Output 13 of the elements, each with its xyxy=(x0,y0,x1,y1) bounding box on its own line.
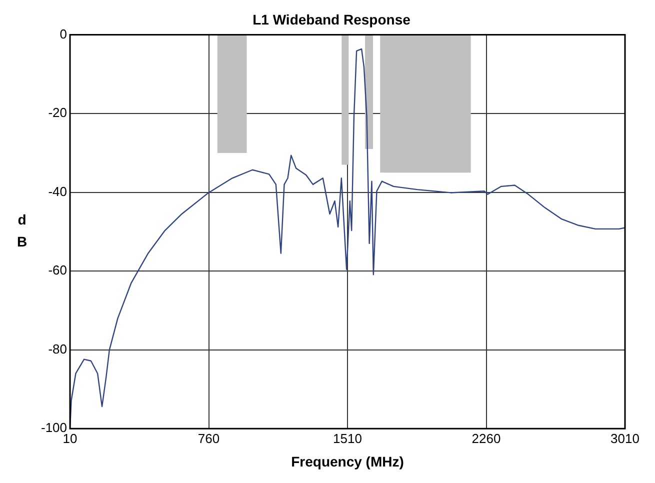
y-tick-label: -80 xyxy=(48,341,68,356)
y-tick-label: -100 xyxy=(40,420,68,436)
x-tick-label: 1510 xyxy=(333,430,362,446)
x-axis-title: Frequency (MHz) xyxy=(291,453,404,470)
y-tick-label: 0 xyxy=(60,26,68,42)
x-tick-label: 2260 xyxy=(472,430,501,446)
y-tick-label: -40 xyxy=(48,184,68,199)
chart-title: L1 Wideband Response xyxy=(252,11,411,28)
y-tick-label: -60 xyxy=(48,262,68,278)
y-tick-label: -20 xyxy=(48,105,68,120)
x-tick-label: 3010 xyxy=(610,430,640,446)
x-tick-label: 760 xyxy=(198,430,220,446)
y-axis-title: dB xyxy=(16,212,28,250)
